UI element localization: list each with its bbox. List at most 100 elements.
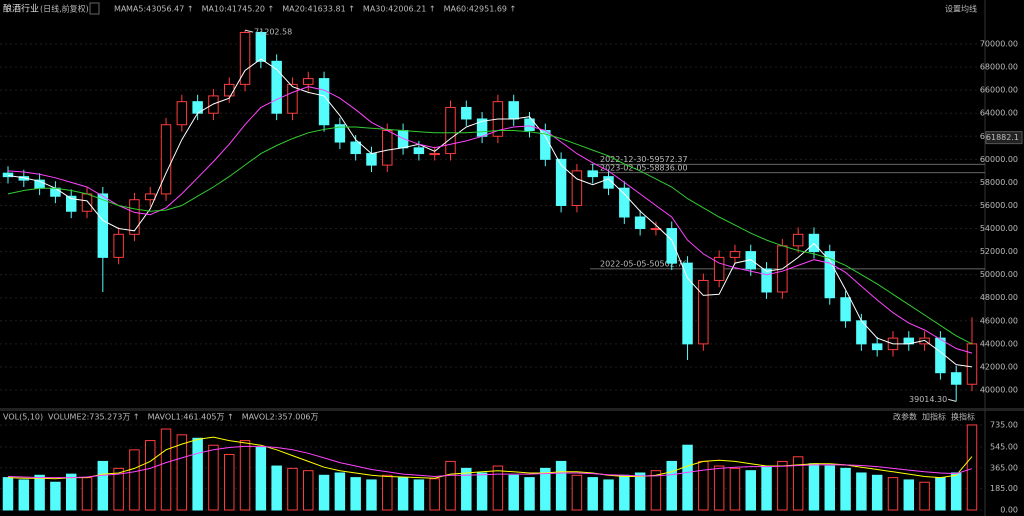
volume-bar: [792, 456, 804, 511]
volume-bar: [366, 479, 377, 511]
y-tick-label: 56000.00: [980, 201, 1018, 210]
volume-bar: [508, 474, 519, 511]
volume-bar: [18, 479, 30, 511]
candle-body: [397, 130, 409, 149]
ma-prefix: MA: [114, 5, 127, 14]
volume-bar: [650, 470, 662, 511]
volume-bar: [666, 460, 677, 511]
volume-bar: [160, 428, 172, 511]
candle-body: [160, 124, 172, 195]
indicator-button[interactable]: 加指标: [922, 412, 946, 422]
y-tick-label: 66000.00: [980, 86, 1018, 95]
volume-header: VOL(5,10): [3, 413, 43, 422]
y-tick-label: 48000.00: [980, 293, 1018, 302]
volume-bar: [887, 477, 899, 511]
y-tick-label: 40000.00: [980, 386, 1018, 395]
candle-body: [350, 141, 361, 155]
y-tick-label: 735.00: [990, 420, 1018, 429]
ma-line: [7, 58, 973, 368]
high-pointer: [244, 29, 254, 33]
candle-body: [871, 343, 883, 351]
low-pointer: [948, 398, 957, 402]
y-tick-label: 545.00: [990, 442, 1018, 451]
candle-body: [429, 153, 440, 156]
ma-label: MA20:41633.81 ↑: [282, 5, 355, 14]
candle-body: [144, 193, 156, 201]
price-line-label: 2022-12-30-59572.37: [600, 155, 688, 164]
volume-bar: [492, 465, 504, 511]
candle-body: [239, 31, 251, 85]
current-price-box: [985, 131, 1023, 145]
volume-bar: [34, 474, 45, 511]
volume-bar: [445, 460, 456, 511]
volume-bar: [303, 470, 314, 511]
volume-bar: [81, 477, 93, 511]
candle-body: [129, 199, 140, 235]
candle-body: [619, 187, 630, 218]
candle-body: [840, 297, 851, 322]
volume-bar: [555, 460, 567, 511]
y-tick-label: 50000.00: [980, 270, 1018, 279]
y-tick-label: 68000.00: [980, 63, 1018, 72]
volume-bar: [524, 477, 535, 511]
volume-bar: [461, 467, 472, 511]
indicator-button[interactable]: 改参数: [893, 412, 917, 422]
volume-label: MAVOL2:357.006万: [242, 413, 319, 422]
volume-bar: [239, 440, 251, 511]
y-tick-label: 52000.00: [980, 247, 1018, 256]
candle-body: [366, 153, 377, 166]
volume-bar: [634, 472, 646, 511]
volume-bar: [935, 477, 946, 511]
high-label: 71202.58: [254, 28, 292, 37]
indicator-button[interactable]: 换指标: [951, 412, 975, 422]
candle-body: [287, 83, 298, 114]
volume-bar: [208, 444, 219, 511]
volume-bar: [824, 465, 836, 511]
candle-body: [634, 216, 646, 230]
candle-body: [271, 60, 282, 114]
volume-label: MAVOL1:461.405万 ↑: [148, 413, 234, 422]
volume-bar: [761, 465, 772, 511]
volume-bar: [903, 479, 915, 511]
candle-body: [65, 195, 77, 212]
volume-bar: [729, 467, 741, 511]
candle-body: [966, 343, 978, 385]
volume-bar: [50, 481, 61, 511]
candle-body: [508, 101, 519, 120]
candle-body: [761, 268, 772, 293]
volume-bar: [950, 472, 962, 511]
ma-line: [7, 86, 973, 354]
candle-body: [729, 251, 741, 258]
candle-body: [2, 172, 14, 178]
volume-bar: [113, 467, 124, 511]
volume-bar: [745, 470, 756, 511]
volume-bar: [65, 473, 77, 511]
volume-bar: [129, 449, 140, 511]
candle-body: [555, 158, 567, 206]
ma-label: MA5:43056.47 ↑: [126, 5, 194, 14]
candle-body: [318, 78, 330, 126]
candle-body: [792, 233, 804, 247]
price-line-label: 2023-02-05-58836.00: [600, 163, 688, 172]
candle-body: [587, 170, 598, 178]
help-icon[interactable]: [89, 2, 100, 15]
volume-bar: [603, 479, 614, 511]
y-tick-label: 58000.00: [980, 178, 1018, 187]
settings-button[interactable]: 设置均线: [945, 4, 977, 14]
candle-body: [603, 176, 614, 189]
y-tick-label: 365.00: [990, 463, 1018, 472]
candle-body: [208, 95, 219, 114]
candle-body: [176, 101, 188, 126]
ma-line: [7, 126, 973, 345]
y-tick-label: 64000.00: [980, 109, 1018, 118]
volume-bar: [382, 474, 393, 511]
candle-body: [255, 31, 267, 62]
volume-bar: [271, 465, 282, 511]
candle-body: [524, 118, 535, 132]
volume-bar: [413, 479, 425, 511]
candle-body: [224, 83, 235, 97]
volume-bar: [318, 474, 330, 511]
candle-body: [81, 193, 93, 212]
volume-bar: [255, 447, 267, 511]
y-tick-label: 70000.00: [980, 40, 1018, 49]
